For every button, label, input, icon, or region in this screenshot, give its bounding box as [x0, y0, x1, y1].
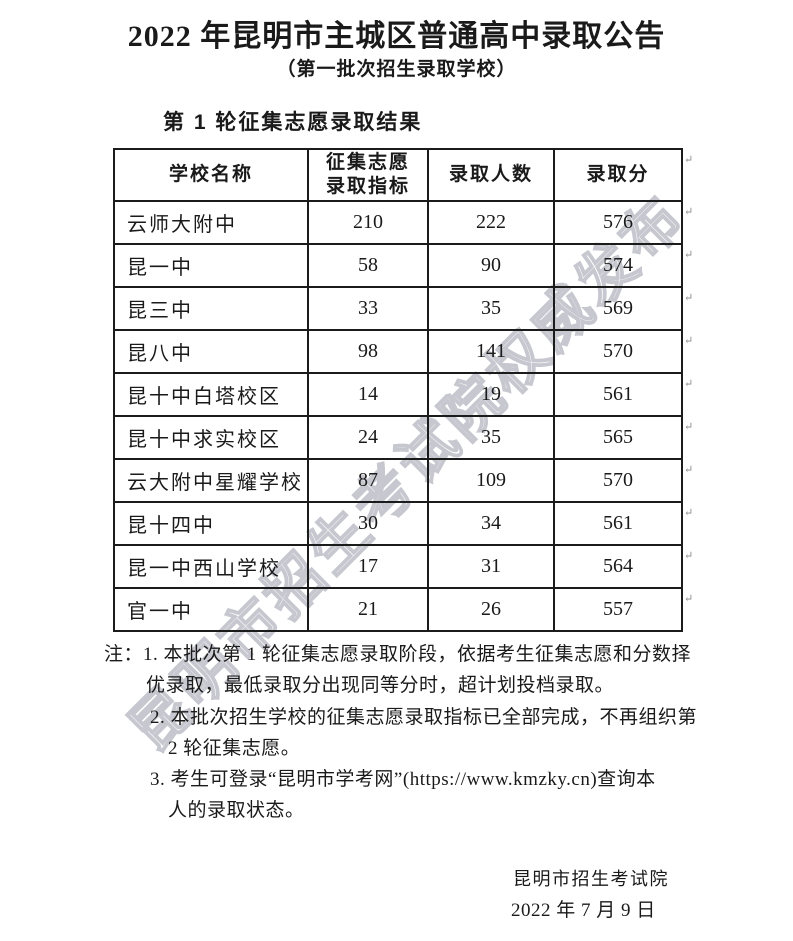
admitted-count-cell: 35	[427, 286, 555, 331]
issuing-org-signature: 昆明市招生考试院	[513, 869, 669, 889]
table-row: 昆十四中 30 34 561	[113, 501, 683, 546]
header-admitted-count: 录取人数	[427, 148, 555, 202]
header-quota-line1: 征集志愿	[325, 152, 410, 174]
table-row: 云大附中星耀学校 87 109 570	[113, 458, 683, 503]
school-name-cell: 官一中	[113, 587, 309, 632]
quota-cell: 21	[307, 587, 429, 632]
paragraph-mark-icon: ↵	[684, 593, 694, 605]
table-row: 昆八中 98 141 570	[113, 329, 683, 374]
admitted-count-cell: 19	[427, 372, 555, 417]
paragraph-mark-icon: ↵	[684, 154, 694, 166]
admission-score-cell: 561	[553, 501, 683, 546]
admission-score-cell: 576	[553, 200, 683, 245]
admission-score-cell: 569	[553, 286, 683, 331]
quota-cell: 58	[307, 243, 429, 288]
table-row: 云师大附中 210 222 576	[113, 200, 683, 245]
quota-cell: 17	[307, 544, 429, 589]
admitted-count-cell: 34	[427, 501, 555, 546]
admission-score-cell: 570	[553, 458, 683, 503]
quota-cell: 98	[307, 329, 429, 374]
school-name-cell: 昆十四中	[113, 501, 309, 546]
school-name-cell: 昆一中西山学校	[113, 544, 309, 589]
admitted-count-cell: 35	[427, 415, 555, 460]
header-admission-score: 录取分	[553, 148, 683, 202]
paragraph-mark-icon: ↵	[684, 378, 694, 390]
admission-score-cell: 557	[553, 587, 683, 632]
admission-result-table: 学校名称 征集志愿 录取指标 录取人数 录取分 云师大附中 210 222 57…	[113, 148, 683, 632]
header-school-name: 学校名称	[113, 148, 309, 202]
admitted-count-cell: 109	[427, 458, 555, 503]
note-line-4: 2 轮征集志愿。	[168, 738, 301, 759]
admission-score-cell: 570	[553, 329, 683, 374]
paragraph-mark-icon: ↵	[684, 507, 694, 519]
table-row: 昆一中西山学校 17 31 564	[113, 544, 683, 589]
school-name-cell: 云师大附中	[113, 200, 309, 245]
quota-cell: 87	[307, 458, 429, 503]
quota-cell: 24	[307, 415, 429, 460]
admitted-count-cell: 222	[427, 200, 555, 245]
school-name-cell: 昆一中	[113, 243, 309, 288]
note-line-5: 3. 考生可登录“昆明市学考网”(https://www.kmzky.cn)查询…	[150, 769, 656, 790]
paragraph-mark-icon: ↵	[684, 550, 694, 562]
admitted-count-cell: 141	[427, 329, 555, 374]
quota-cell: 30	[307, 501, 429, 546]
admission-score-cell: 565	[553, 415, 683, 460]
school-name-cell: 云大附中星耀学校	[113, 458, 309, 503]
school-name-cell: 昆三中	[113, 286, 309, 331]
table-row: 官一中 21 26 557	[113, 587, 683, 632]
page-title: 2022 年昆明市主城区普通高中录取公告	[127, 20, 666, 53]
school-name-cell: 昆八中	[113, 329, 309, 374]
admitted-count-cell: 90	[427, 243, 555, 288]
quota-cell: 210	[307, 200, 429, 245]
note-line-2: 优录取，最低录取分出现同等分时，超计划投档录取。	[146, 675, 615, 696]
admission-score-cell: 561	[553, 372, 683, 417]
admission-score-cell: 574	[553, 243, 683, 288]
section-heading: 第 1 轮征集志愿录取结果	[163, 111, 423, 134]
note-line-3: 2. 本批次招生学校的征集志愿录取指标已全部完成，不再组织第	[150, 707, 698, 728]
quota-cell: 14	[307, 372, 429, 417]
table-header-row: 学校名称 征集志愿 录取指标 录取人数 录取分	[113, 148, 683, 202]
admitted-count-cell: 26	[427, 587, 555, 632]
paragraph-mark-icon: ↵	[684, 249, 694, 261]
paragraph-mark-icon: ↵	[684, 292, 694, 304]
table-row: 昆十中白塔校区 14 19 561	[113, 372, 683, 417]
page-subtitle: （第一批次招生录取学校）	[276, 59, 517, 80]
header-quota: 征集志愿 录取指标	[307, 148, 429, 202]
school-name-cell: 昆十中白塔校区	[113, 372, 309, 417]
note-line-1: 注：1. 本批次第 1 轮征集志愿录取阶段，依据考生征集志愿和分数择	[104, 644, 692, 665]
paragraph-mark-icon: ↵	[684, 421, 694, 433]
paragraph-mark-icon: ↵	[684, 335, 694, 347]
issue-date: 2022 年 7 月 9 日	[511, 900, 656, 921]
table-row: 昆十中求实校区 24 35 565	[113, 415, 683, 460]
admitted-count-cell: 31	[427, 544, 555, 589]
note-line-6: 人的录取状态。	[168, 800, 305, 821]
quota-cell: 33	[307, 286, 429, 331]
paragraph-mark-icon: ↵	[684, 206, 694, 218]
school-name-cell: 昆十中求实校区	[113, 415, 309, 460]
table-row: 昆一中 58 90 574	[113, 243, 683, 288]
table-row: 昆三中 33 35 569	[113, 286, 683, 331]
header-quota-line2: 录取指标	[325, 176, 410, 197]
admission-score-cell: 564	[553, 544, 683, 589]
paragraph-mark-icon: ↵	[684, 464, 694, 476]
